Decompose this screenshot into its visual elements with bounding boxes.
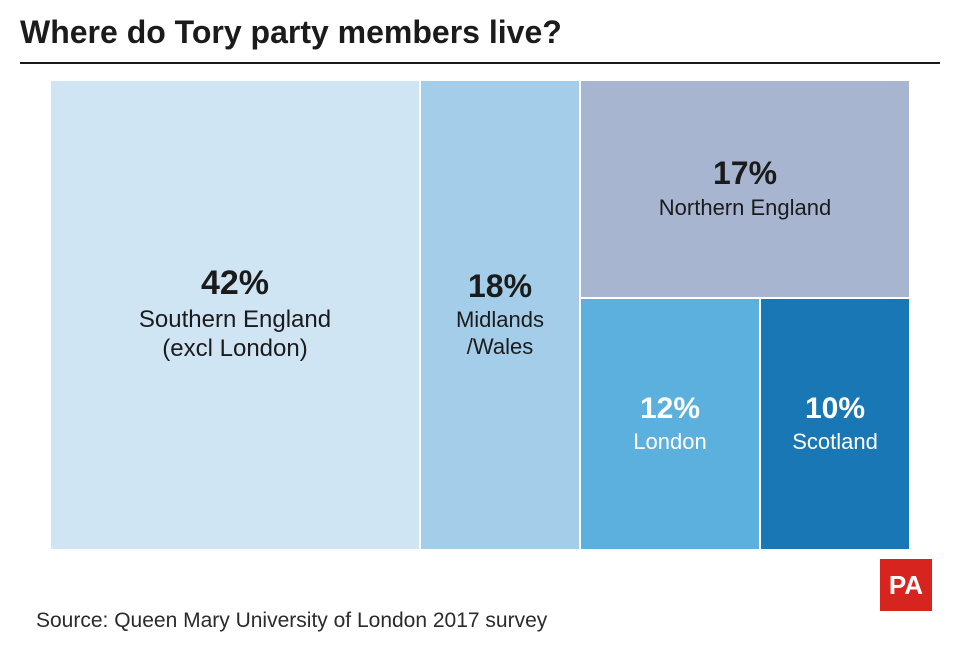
cell-label-southern-england: Southern England (excl London)	[139, 306, 331, 364]
treemap-area: 42% Southern England (excl London) 18%Midl…	[50, 80, 910, 550]
chart-title: Where do Tory party members live?	[20, 14, 562, 51]
cell-value-london: 12%	[640, 393, 700, 425]
cell-value-midlands-wales: 18%	[468, 270, 532, 304]
treemap-cell-southern-england: 42% Southern England (excl London)	[50, 80, 420, 550]
treemap-cell-scotland: 10% Scotland	[760, 298, 910, 550]
title-underline	[20, 62, 940, 64]
cell-value-scotland: 10%	[805, 393, 865, 425]
chart-frame: Where do Tory party members live? 42% Sou…	[0, 0, 960, 655]
cell-label-northern-england: Northern England	[659, 195, 831, 221]
cell-label-midlands-wales: Midlands /Wales	[456, 307, 544, 360]
pa-logo-text: PA	[889, 570, 923, 601]
source-text: Source: Queen Mary University of London …	[36, 609, 547, 633]
treemap-cell-midlands-wales: 18%Midlands /Wales	[420, 80, 580, 550]
cell-value-southern-england: 42%	[201, 266, 269, 302]
cell-label-london: London	[633, 429, 706, 455]
pa-logo: PA	[880, 559, 932, 611]
treemap-cell-london: 12% London	[580, 298, 760, 550]
cell-value-northern-england: 17%	[713, 157, 777, 191]
treemap-cell-northern-england: 17% Northern England	[580, 80, 910, 298]
cell-label-scotland: Scotland	[792, 429, 878, 455]
